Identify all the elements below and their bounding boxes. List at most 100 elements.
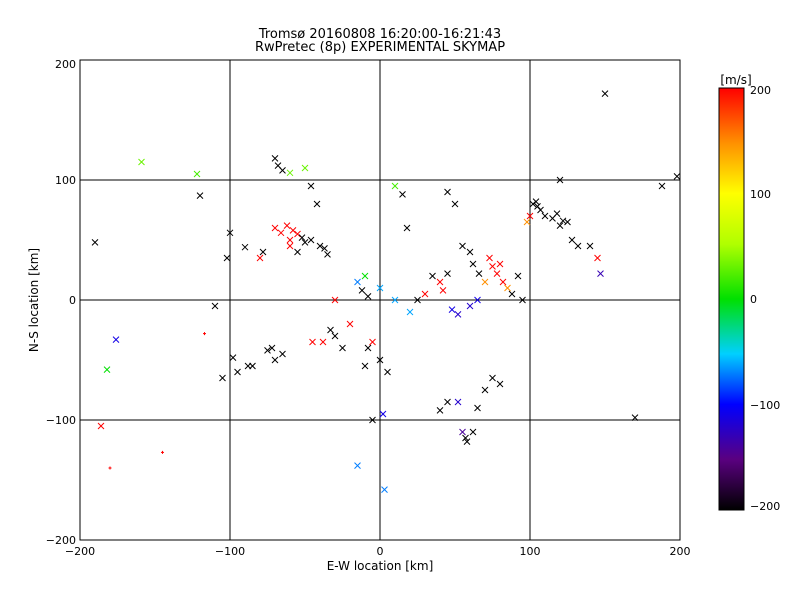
data-point: [496, 260, 504, 268]
colorbar-gradient: [718, 87, 745, 511]
data-point: [381, 486, 388, 493]
data-point: [523, 218, 531, 226]
x-tick-label: 100: [520, 545, 541, 558]
data-point: [504, 284, 511, 292]
data-point: [298, 234, 306, 241]
data-point: [493, 270, 501, 277]
y-tick-label: −200: [46, 534, 76, 547]
data-point: [448, 306, 456, 313]
data-point: [541, 212, 549, 220]
data-point: [294, 248, 301, 256]
y-axis-ticks: −200 −100 0 100 200: [46, 58, 76, 547]
data-point: [406, 308, 414, 316]
data-point: [474, 296, 481, 304]
data-point: [463, 438, 471, 445]
colorbar-tick-label: −100: [750, 399, 780, 412]
y-tick-label: 100: [55, 174, 76, 187]
data-point: [324, 251, 331, 258]
data-point: [241, 243, 249, 251]
data-point: [294, 230, 301, 238]
data-point: [264, 347, 271, 354]
data-point: [369, 416, 376, 424]
y-axis-label: N-S location [km]: [27, 248, 41, 352]
colorbar-tick-label: 100: [750, 188, 771, 201]
data-points: [91, 90, 681, 493]
data-point: [307, 182, 315, 190]
data-point: [289, 227, 297, 234]
data-point: [108, 466, 112, 470]
data-point: [673, 173, 681, 180]
data-point: [466, 248, 474, 256]
data-point: [286, 169, 294, 177]
chart-title: Tromsø 20160808 16:20:00-16:21:43: [258, 27, 501, 42]
data-point: [301, 239, 309, 246]
data-point: [489, 374, 496, 382]
data-point: [574, 242, 582, 250]
data-point: [499, 278, 507, 286]
data-point: [301, 164, 309, 172]
data-point: [259, 248, 267, 256]
data-point: [358, 287, 366, 294]
data-point: [193, 170, 201, 178]
data-point: [97, 422, 105, 430]
data-point: [223, 254, 231, 262]
data-point: [594, 254, 601, 262]
data-point: [532, 198, 540, 205]
data-point: [313, 200, 321, 208]
data-point: [319, 338, 327, 346]
data-point: [537, 206, 544, 214]
data-point: [376, 356, 384, 364]
data-point: [283, 222, 291, 229]
x-tick-label: −200: [65, 545, 95, 558]
data-point: [138, 158, 145, 166]
data-point: [466, 302, 474, 310]
data-point: [361, 362, 369, 370]
data-point: [489, 263, 496, 270]
data-point: [436, 407, 444, 414]
data-point: [597, 270, 604, 277]
data-point: [403, 224, 411, 232]
data-point: [271, 155, 279, 162]
x-tick-label: −100: [215, 545, 245, 558]
data-point: [256, 254, 264, 262]
data-point: [203, 332, 206, 336]
data-point: [384, 368, 391, 376]
data-point: [568, 236, 576, 244]
data-point: [564, 218, 571, 226]
data-point: [459, 242, 466, 250]
data-point: [346, 320, 354, 328]
data-point: [369, 338, 376, 346]
data-point: [658, 182, 666, 190]
data-point: [161, 450, 164, 454]
colorbar-tick-label: −200: [750, 500, 780, 513]
data-point: [439, 287, 447, 294]
data-point: [469, 428, 477, 436]
data-point: [279, 350, 286, 358]
data-point: [399, 191, 406, 198]
data-point: [286, 242, 294, 250]
data-point: [211, 302, 219, 310]
x-axis-label: E-W location [km]: [327, 559, 434, 573]
data-point: [414, 296, 421, 304]
data-point: [556, 222, 564, 229]
grid-lines: [80, 60, 680, 540]
data-point: [496, 380, 504, 388]
data-point: [553, 210, 561, 217]
data-point: [249, 362, 256, 370]
data-point: [475, 270, 483, 277]
data-point: [91, 239, 99, 246]
x-axis-ticks: −200 −100 0 100 200: [65, 545, 691, 558]
data-point: [271, 356, 279, 364]
data-point: [316, 242, 324, 250]
data-point: [391, 296, 399, 304]
x-tick-label: 0: [377, 545, 384, 558]
colorbar-tick-label: 200: [750, 84, 771, 97]
data-point: [354, 462, 361, 469]
data-point: [481, 386, 489, 394]
data-point: [556, 176, 564, 184]
data-point: [219, 374, 226, 382]
data-point: [474, 404, 481, 412]
colorbar: [m/s] −200 −100 0 100 200: [718, 73, 780, 513]
colorbar-tick-label: 0: [750, 293, 757, 306]
